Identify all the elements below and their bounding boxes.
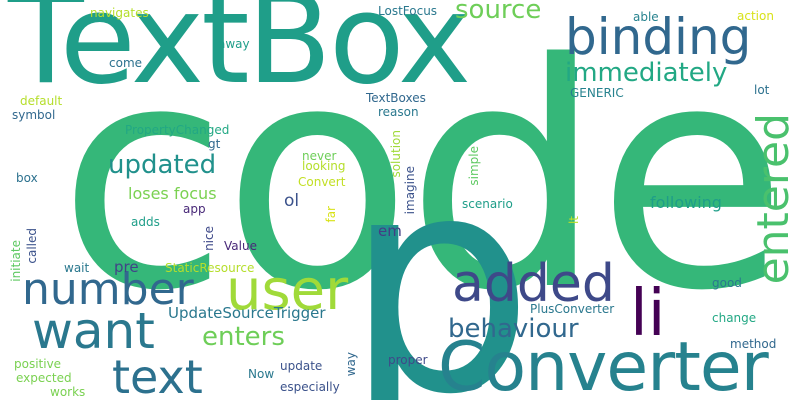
word: proper [388,353,428,367]
word: entered [748,113,799,285]
word: called [25,228,39,264]
word: update [280,359,323,373]
word: default [20,94,63,108]
word: code [58,0,788,359]
word: user [226,258,349,323]
word: lot [754,83,770,97]
word: enters [202,322,285,352]
word: immediately [565,58,728,88]
word: updated [108,150,217,180]
word: behaviour [448,314,579,344]
word: simple [467,146,481,186]
word: li [630,277,666,351]
word: nice [202,226,216,251]
word: change [712,311,757,325]
word: UpdateSourceTrigger [168,304,326,322]
word: TextBox [8,0,471,112]
word: imagine [403,166,417,215]
word: works [50,385,86,399]
word: symbol [12,108,56,122]
word: never [302,149,337,163]
word: pre [114,258,139,276]
word: box [16,171,38,185]
word: come [109,56,143,70]
word: StaticResource [165,261,255,275]
word: added [452,254,615,314]
word: loses focus [128,184,217,203]
word: way [344,352,358,377]
word: em [378,222,402,240]
word: text [112,350,203,400]
word: scenario [462,197,513,211]
word: method [730,337,777,351]
word: source [455,0,542,25]
word: away [218,37,250,51]
word: GENERIC [570,86,624,100]
word: expected [16,371,72,385]
word: able [633,10,659,24]
word: positive [14,357,62,371]
word: p [344,111,535,400]
word: navigates [90,6,149,20]
word: LostFocus [378,4,438,18]
word: following [650,193,722,212]
word: app [183,202,206,216]
word: want [32,302,155,360]
word: reason [378,105,419,119]
word: adds [131,215,160,229]
word: gt [208,137,221,151]
word: ol [284,191,300,211]
word: PropertyChanged [125,123,230,137]
word: good [712,276,742,290]
word: far [324,206,338,223]
word: especially [280,380,340,394]
word: number [22,264,194,315]
word: lt [567,216,581,225]
word: action [737,9,774,23]
word: Now [248,367,275,381]
word: Converter [438,328,769,400]
word: initiate [9,240,23,282]
word: PlusConverter [530,302,615,316]
word: binding [565,8,752,66]
word: Convert [298,175,346,189]
word: TextBoxes [366,91,426,105]
word: Value [224,239,257,253]
word: wait [64,261,90,275]
word: looking [302,159,346,173]
word: solution [389,130,403,178]
